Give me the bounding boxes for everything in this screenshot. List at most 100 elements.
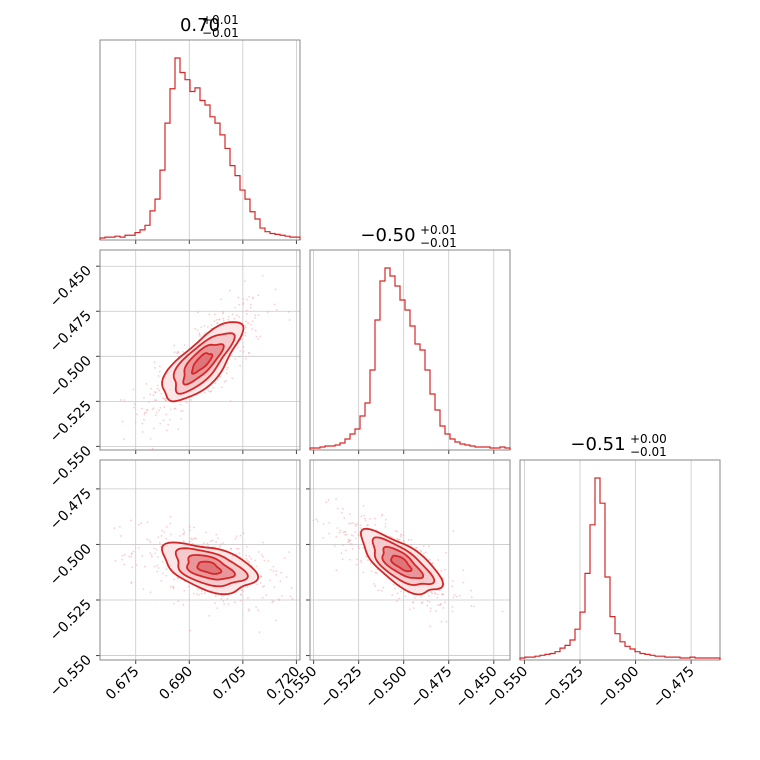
sample-point (135, 564, 138, 567)
sample-point (338, 531, 341, 534)
sample-point (239, 534, 242, 537)
sample-point (328, 521, 331, 524)
title-median: 0.70 (180, 15, 220, 36)
sample-point (222, 317, 225, 320)
sample-point (285, 576, 288, 578)
contour-level (196, 560, 223, 575)
sample-point (257, 551, 260, 553)
sample-point (426, 604, 429, 607)
sample-point (143, 565, 146, 568)
sample-point (319, 596, 321, 598)
sample-point (263, 559, 266, 562)
panel-frame (519, 459, 721, 661)
sample-point (429, 625, 432, 628)
sample-point (182, 528, 185, 531)
sample-point (245, 309, 248, 312)
sample-point (251, 320, 254, 323)
sample-point (158, 389, 161, 392)
sample-point (247, 322, 249, 324)
sample-point (245, 313, 248, 315)
sample-point (275, 619, 277, 622)
sample-point (177, 350, 180, 353)
sample-point (177, 428, 180, 431)
sample-point (239, 599, 242, 602)
sample-point (213, 313, 216, 316)
sample-point (436, 604, 439, 607)
panel-1-0: −0.550−0.525−0.500−0.475−0.450 (47, 249, 301, 491)
sample-point (162, 572, 164, 575)
sample-point (340, 511, 343, 514)
sample-point (235, 535, 238, 538)
sample-point (212, 386, 215, 389)
panel-2-2: −0.550 −0.525 −0.500 −0.475 (483, 459, 721, 712)
sample-point (392, 583, 395, 586)
sample-point (242, 303, 245, 306)
sample-point (283, 557, 286, 560)
sample-point (254, 559, 257, 562)
x-tick-label: −0.475 (650, 664, 698, 712)
sample-point (402, 534, 405, 537)
sample-point (153, 565, 156, 568)
sample-point (316, 520, 319, 523)
sample-point (275, 573, 278, 576)
sample-point (233, 317, 236, 320)
sample-point (403, 540, 406, 543)
sample-point (198, 593, 200, 596)
sample-point (173, 602, 176, 605)
sample-point (197, 588, 199, 591)
sample-point (248, 560, 251, 563)
sample-point (344, 530, 347, 533)
sample-point (177, 577, 180, 580)
panel-content (113, 515, 321, 634)
sample-point (234, 537, 237, 540)
histogram-1 (309, 267, 511, 450)
sample-point (272, 565, 275, 568)
sample-point (359, 524, 362, 527)
sample-point (240, 589, 243, 592)
sample-point (235, 547, 238, 550)
sample-point (169, 585, 172, 588)
sample-point (436, 593, 439, 596)
sample-point (122, 438, 125, 440)
sample-point (157, 375, 160, 377)
sample-point (219, 375, 222, 378)
sample-point (213, 320, 216, 322)
sample-point (231, 377, 234, 380)
sample-point (391, 594, 394, 597)
sample-point (360, 559, 362, 562)
sample-point (151, 556, 153, 558)
sample-point (159, 422, 162, 425)
sample-point (140, 407, 143, 410)
sample-point (152, 487, 154, 489)
sample-point (153, 547, 156, 550)
sample-point (345, 549, 347, 552)
sample-point (244, 334, 247, 337)
contour-level (191, 352, 214, 375)
title-lower-2: −0.01 (630, 445, 667, 459)
sample-point (146, 408, 149, 411)
sample-point (366, 524, 369, 527)
sample-point (255, 565, 258, 568)
sample-point (444, 601, 446, 604)
sample-point (384, 525, 387, 528)
sample-point (222, 312, 224, 315)
x-tick-label: −0.500 (594, 664, 642, 712)
sample-point (410, 543, 413, 546)
sample-point (169, 533, 172, 536)
y-tick-label: −0.525 (47, 597, 95, 645)
sample-point (257, 338, 259, 340)
sample-point (150, 387, 152, 390)
sample-point (132, 388, 135, 391)
sample-point (273, 303, 276, 306)
sample-point (206, 542, 209, 545)
sample-point (440, 620, 443, 623)
sample-point (259, 581, 262, 584)
sample-point (130, 553, 133, 555)
sample-point (222, 319, 225, 322)
sample-point (216, 607, 219, 610)
sample-point (279, 580, 282, 583)
sample-point (382, 586, 385, 589)
sample-point (247, 608, 250, 610)
sample-point (132, 550, 135, 553)
sample-point (160, 580, 163, 582)
